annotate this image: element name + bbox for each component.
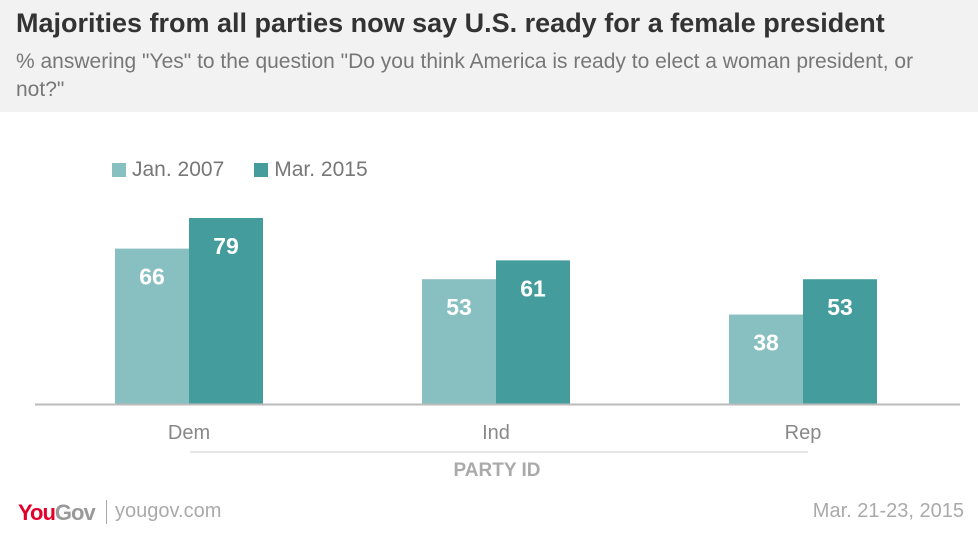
chart-title: Majorities from all parties now say U.S.… (16, 8, 885, 38)
category-label: Rep (785, 422, 822, 444)
data-label: 61 (520, 275, 546, 301)
bar (729, 314, 803, 404)
bar (803, 279, 877, 404)
legend-label: Mar. 2015 (274, 158, 368, 181)
footer-date: Mar. 21-23, 2015 (812, 500, 964, 522)
legend-label: Jan. 2007 (132, 158, 225, 181)
bar (115, 248, 189, 404)
data-label: 38 (753, 330, 779, 356)
data-label: 79 (213, 233, 239, 259)
legend: Jan. 2007 Mar. 2015 (112, 158, 368, 182)
data-label: 53 (827, 294, 853, 320)
bar (189, 218, 263, 404)
legend-swatch (112, 163, 126, 177)
legend-swatch (254, 163, 269, 177)
category-label: Dem (168, 422, 210, 444)
chart-subtitle: % answering "Yes" to the question "Do yo… (16, 50, 914, 101)
category-label: Ind (482, 422, 510, 444)
yougov-logo: YouGov (18, 500, 96, 525)
legend-item: Mar. 2015 (254, 158, 368, 182)
bar (496, 260, 570, 404)
footer-url: yougov.com (115, 500, 222, 522)
legend-item: Jan. 2007 (112, 158, 224, 182)
x-axis-title: PARTY ID (454, 460, 541, 481)
data-label: 66 (139, 264, 165, 290)
footer-divider (106, 500, 107, 524)
data-label: 53 (446, 294, 472, 320)
header: Majorities from all parties now say U.S.… (0, 0, 978, 112)
bar (422, 279, 496, 404)
